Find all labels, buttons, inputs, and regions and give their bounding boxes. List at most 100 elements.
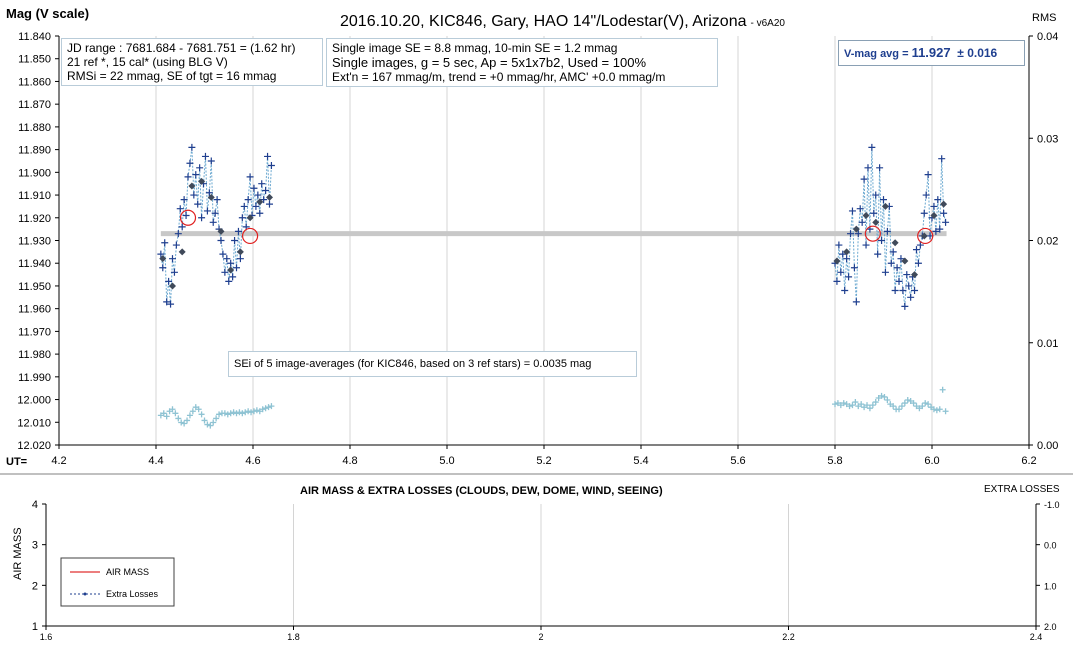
top-y-tick-label: 11.920 — [18, 213, 51, 225]
top-chart-y-axis-label: Mag (V scale) — [6, 6, 89, 21]
single-image-point — [254, 191, 262, 199]
single-image-point — [192, 171, 200, 179]
top-y-tick-label: 11.990 — [18, 372, 51, 384]
single-image-point — [891, 286, 899, 294]
single-image-point — [874, 250, 882, 258]
single-image-point — [238, 214, 246, 222]
rms-point — [198, 411, 205, 418]
single-image-point — [157, 250, 165, 258]
rms-point — [253, 407, 260, 414]
rms-point — [925, 401, 932, 408]
single-image-point — [201, 152, 209, 160]
single-image-point — [233, 264, 241, 272]
image-average-point — [862, 212, 870, 220]
single-image-point — [264, 152, 272, 160]
legend-frame — [60, 557, 175, 607]
single-image-point — [843, 255, 851, 263]
image-average-point — [207, 193, 215, 201]
image-average-point — [198, 177, 206, 185]
single-image-point — [932, 227, 940, 235]
single-image-point — [265, 200, 273, 208]
single-image-point — [231, 237, 239, 244]
top-chart-x-axis-label: UT= — [6, 456, 27, 468]
single-image-point — [178, 223, 186, 231]
bottom-y2-tick-label: 0.0 — [1044, 541, 1057, 551]
rms-point — [846, 403, 853, 410]
rms-point — [216, 411, 223, 418]
top-x-tick-label: 4.6 — [245, 455, 260, 467]
rms-point — [933, 407, 940, 414]
single-image-point — [876, 164, 884, 172]
single-image-point — [182, 212, 190, 220]
top-x-tick-label: 4.8 — [342, 455, 357, 467]
single-image-point — [897, 255, 905, 263]
rms-point — [901, 400, 908, 407]
single-image-point — [916, 241, 924, 249]
top-y-tick-label: 12.000 — [17, 395, 51, 407]
rms-point — [936, 406, 943, 413]
single-image-point — [862, 241, 870, 249]
top-x-tick-label: 5.8 — [827, 455, 842, 467]
top-y-tick-label: 11.900 — [18, 167, 51, 179]
rms-point — [849, 402, 856, 409]
single-image-point — [207, 157, 215, 165]
bottom-y-tick-label: 4 — [32, 499, 38, 511]
single-image-point — [839, 250, 847, 258]
image-average-point — [246, 214, 254, 222]
single-image-point — [168, 255, 176, 263]
rms-point — [236, 409, 243, 416]
single-image-link-line — [834, 147, 947, 307]
single-image-point — [852, 298, 860, 306]
single-image-link-line — [160, 147, 272, 305]
single-image-point — [848, 207, 856, 215]
rms-point — [904, 397, 911, 404]
single-image-point — [246, 173, 254, 181]
single-image-point — [163, 298, 171, 306]
single-image-point — [225, 277, 233, 285]
single-image-point — [930, 202, 938, 210]
top-y-tick-label: 11.910 — [18, 190, 51, 202]
single-image-point — [240, 202, 248, 210]
info-box-2-line-3: Ext'n = 167 mmag/m, trend = +0 mmag/hr, … — [332, 70, 666, 84]
rms-point — [930, 406, 937, 413]
info-box-1-line-2: 21 ref *, 15 cal* (using BLG V) — [67, 55, 228, 69]
top-x-tick-label: 6.0 — [924, 455, 939, 467]
rms-point — [210, 419, 217, 426]
rms-point — [169, 406, 176, 413]
top-y-tick-label: 11.930 — [18, 236, 51, 248]
top-chart-y2-axis-label: RMS — [1032, 12, 1056, 24]
rms-point — [178, 419, 185, 426]
single-image-point — [219, 250, 227, 258]
bottom-y-tick-label: 2 — [32, 580, 38, 592]
image-average-point — [852, 225, 860, 233]
rms-point — [910, 400, 917, 407]
image-average-point — [930, 212, 938, 220]
single-image-point — [223, 255, 231, 263]
rms-point — [224, 411, 231, 418]
single-image-point — [924, 171, 932, 179]
bottom-x-tick-label: 2.4 — [1030, 632, 1043, 642]
rms-point — [163, 413, 170, 420]
rms-point — [195, 406, 202, 413]
sei-note-text: SEi of 5 image-averages (for KIC846, bas… — [234, 358, 592, 370]
single-image-point — [161, 239, 169, 247]
rms-point — [250, 408, 257, 415]
single-image-point — [184, 173, 192, 181]
bottom-x-tick-label: 1.8 — [287, 632, 300, 642]
rms-point — [864, 402, 871, 409]
top-y-tick-label: 11.880 — [18, 122, 51, 134]
info-box-1-line-3: RMSi = 22 mmag, SE of tgt = 16 mmag — [67, 69, 277, 83]
single-image-point — [835, 241, 843, 249]
image-average-point — [236, 248, 244, 256]
single-image-point — [883, 227, 891, 235]
image-average-point — [911, 271, 919, 279]
rms-point — [242, 409, 249, 416]
image-average-point — [227, 266, 235, 274]
bottom-chart-y-axis-label: AIR MASS — [12, 527, 24, 580]
rms-point — [872, 399, 879, 406]
bottom-x-tick-label: 2 — [538, 632, 543, 642]
rms-point — [896, 406, 903, 413]
single-image-point — [234, 227, 242, 235]
top-y2-tick-label: 0.04 — [1037, 31, 1058, 43]
single-image-point — [841, 286, 849, 294]
